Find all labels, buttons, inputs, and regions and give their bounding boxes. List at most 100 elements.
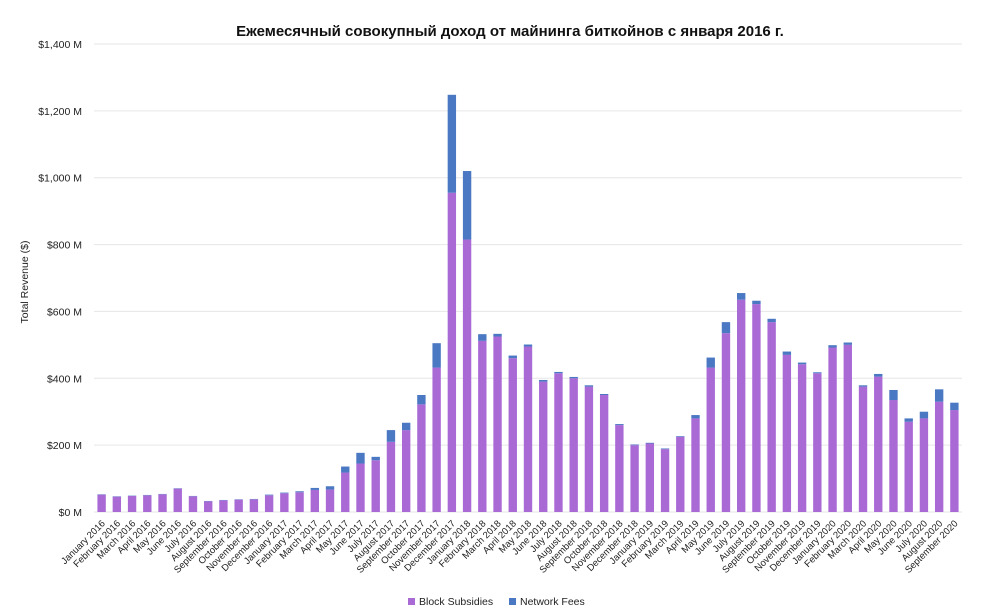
bar-network-fees: [782, 351, 792, 355]
bar-network-fees: [828, 345, 837, 348]
bars: [97, 94, 959, 513]
bar-block-subsidies: [295, 492, 304, 512]
bar-block-subsidies: [158, 494, 167, 512]
bar-block-subsidies: [508, 358, 517, 512]
bar-network-fees: [752, 300, 761, 305]
y-tick-label: $800 M: [47, 240, 82, 252]
y-tick-label: $600 M: [47, 306, 82, 318]
bar-network-fees: [325, 486, 335, 490]
bar-network-fees: [539, 379, 548, 382]
bar-block-subsidies: [691, 418, 700, 512]
bar-block-subsidies: [356, 463, 365, 512]
bar-block-subsidies: [386, 441, 396, 512]
bar-network-fees: [599, 393, 609, 395]
bar-network-fees: [401, 422, 411, 431]
legend-swatch-block-subsidies: [408, 598, 415, 605]
bar-network-fees: [447, 94, 457, 193]
bar-block-subsidies: [127, 495, 137, 512]
bar-block-subsidies: [523, 346, 533, 512]
legend-swatch-network-fees: [509, 598, 516, 605]
bar-network-fees: [645, 442, 655, 444]
bar-block-subsidies: [934, 401, 944, 512]
bar-network-fees: [295, 491, 304, 493]
bar-block-subsidies: [310, 489, 319, 512]
bar-network-fees: [691, 415, 700, 419]
y-tick-label: $0 M: [59, 507, 82, 519]
bar-block-subsidies: [858, 386, 868, 512]
bar-network-fees: [721, 322, 731, 334]
bar-block-subsidies: [599, 395, 609, 512]
bar-block-subsidies: [950, 410, 959, 512]
bar-network-fees: [858, 385, 868, 387]
bar-network-fees: [310, 487, 319, 490]
y-tick-label: $200 M: [47, 440, 82, 452]
bar-block-subsidies: [767, 322, 776, 512]
legend-label-network-fees: Network Fees: [520, 596, 585, 608]
bar-block-subsidies: [280, 493, 289, 512]
bar-network-fees: [508, 355, 517, 359]
bar-network-fees: [630, 444, 639, 446]
y-axis-ticks: $0 M $200 M $400 M $600 M $800 M $1,000 M $1,2…: [38, 39, 82, 519]
bar-block-subsidies: [828, 347, 837, 512]
bar-block-subsidies: [249, 499, 259, 512]
bar-block-subsidies: [173, 488, 182, 512]
bar-network-fees: [676, 436, 685, 437]
bar-block-subsidies: [97, 494, 106, 512]
bar-network-fees: [615, 424, 624, 426]
bar-network-fees: [554, 371, 563, 374]
bar-block-subsidies: [462, 239, 472, 513]
bar-block-subsidies: [737, 299, 746, 512]
bar-network-fees: [797, 362, 807, 365]
y-tick-label: $1,400 M: [38, 39, 82, 51]
bar-block-subsidies: [630, 445, 639, 512]
bar-block-subsidies: [615, 425, 624, 512]
bar-block-subsidies: [889, 400, 898, 512]
bar-block-subsidies: [645, 443, 655, 512]
bar-block-subsidies: [234, 499, 243, 512]
bar-network-fees: [462, 171, 472, 240]
bar-block-subsidies: [721, 333, 731, 512]
bar-network-fees: [432, 343, 441, 368]
bar-network-fees: [523, 344, 533, 347]
bar-network-fees: [843, 342, 852, 345]
bar-block-subsidies: [843, 344, 852, 512]
bar-block-subsidies: [112, 496, 122, 512]
bar-block-subsidies: [493, 336, 502, 512]
bar-block-subsidies: [919, 418, 929, 512]
bar-block-subsidies: [264, 495, 274, 512]
bar-block-subsidies: [660, 449, 670, 512]
bar-block-subsidies: [904, 421, 913, 512]
bar-network-fees: [874, 373, 883, 377]
bar-network-fees: [767, 318, 776, 323]
bar-block-subsidies: [188, 496, 198, 512]
bar-network-fees: [493, 333, 502, 337]
bar-block-subsidies: [371, 460, 380, 512]
y-tick-label: $1,000 M: [38, 173, 82, 185]
bar-network-fees: [904, 418, 913, 422]
bar-block-subsidies: [874, 376, 883, 512]
bar-block-subsidies: [447, 192, 457, 512]
bar-block-subsidies: [219, 500, 228, 512]
bar-block-subsidies: [432, 367, 441, 512]
legend: Block Subsidies Network Fees: [408, 596, 585, 608]
bar-block-subsidies: [584, 386, 594, 512]
bar-network-fees: [264, 494, 274, 496]
chart-title: Ежемесячный совокупный доход от майнинга…: [236, 23, 784, 40]
bar-network-fees: [706, 357, 715, 368]
bar-block-subsidies: [752, 304, 761, 512]
bar-network-fees: [386, 430, 396, 442]
bar-block-subsidies: [143, 495, 152, 512]
bar-block-subsidies: [401, 430, 411, 512]
bar-network-fees: [356, 452, 365, 464]
bar-block-subsidies: [813, 373, 822, 512]
bar-network-fees: [950, 402, 959, 411]
bar-block-subsidies: [676, 436, 685, 512]
bar-network-fees: [341, 466, 350, 473]
bar-network-fees: [417, 395, 426, 405]
bar-block-subsidies: [539, 381, 548, 512]
bar-block-subsidies: [341, 472, 350, 512]
bar-block-subsidies: [417, 404, 426, 512]
bar-block-subsidies: [478, 340, 487, 512]
